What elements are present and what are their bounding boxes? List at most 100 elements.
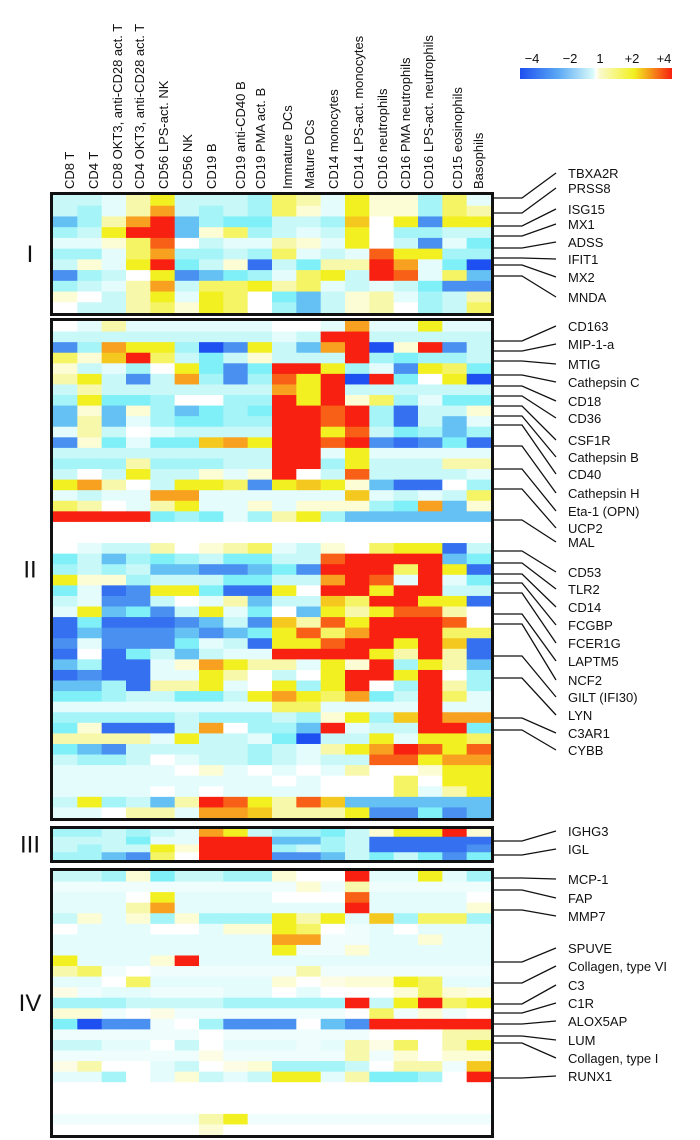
heatmap-cell bbox=[174, 479, 200, 491]
heatmap-cell bbox=[223, 976, 249, 988]
heatmap-cell bbox=[223, 1113, 249, 1125]
heatmap-cell bbox=[369, 216, 395, 228]
heatmap-cell bbox=[174, 1039, 200, 1051]
heatmap-cell bbox=[53, 227, 78, 239]
heatmap-cell bbox=[272, 807, 297, 819]
heatmap-cell bbox=[272, 955, 297, 967]
heatmap-cell bbox=[247, 543, 273, 555]
heatmap-cell bbox=[418, 426, 443, 438]
heatmap-cell bbox=[466, 786, 492, 798]
heatmap-cell bbox=[126, 680, 151, 692]
heatmap-cell bbox=[174, 796, 200, 808]
heatmap-cell bbox=[199, 852, 224, 861]
heatmap-cell bbox=[442, 913, 468, 925]
heatmap-cell bbox=[247, 426, 273, 438]
heatmap-cell bbox=[223, 606, 249, 618]
heatmap-cell bbox=[320, 458, 346, 470]
heatmap-cell bbox=[369, 913, 395, 925]
heatmap-cell bbox=[442, 701, 468, 713]
heatmap-cell bbox=[442, 1050, 468, 1062]
heatmap-cell bbox=[150, 617, 176, 629]
heatmap-cell bbox=[320, 976, 346, 988]
heatmap-cell bbox=[247, 205, 273, 217]
heatmap-cell bbox=[272, 331, 297, 343]
heatmap-cell bbox=[345, 574, 370, 586]
heatmap-cell bbox=[223, 944, 249, 956]
heatmap-cell bbox=[442, 1008, 468, 1020]
heatmap-cell bbox=[53, 638, 78, 650]
gene-label: MAL bbox=[568, 535, 595, 550]
heatmap-cell bbox=[369, 490, 395, 502]
heatmap-cell bbox=[126, 585, 151, 597]
heatmap-cell bbox=[466, 458, 492, 470]
heatmap-cell bbox=[247, 712, 273, 724]
heatmap-cell bbox=[53, 807, 78, 819]
heatmap-cell bbox=[393, 997, 419, 1009]
heatmap-cell bbox=[174, 490, 200, 502]
heatmap-cell bbox=[345, 291, 370, 303]
heatmap-cell bbox=[393, 280, 419, 292]
colorbar-tick-label: −4 bbox=[525, 51, 540, 66]
heatmap-cell bbox=[442, 765, 468, 777]
heatmap-cell bbox=[320, 395, 346, 406]
heatmap-cell bbox=[393, 844, 419, 853]
heatmap-cell bbox=[199, 511, 224, 523]
heatmap-cell bbox=[393, 1018, 419, 1030]
heatmap-cell bbox=[393, 574, 419, 586]
heatmap-cell bbox=[150, 532, 176, 544]
heatmap-cell bbox=[320, 543, 346, 555]
gene-connector-line bbox=[493, 405, 557, 441]
heatmap-cell bbox=[442, 1082, 468, 1094]
heatmap-cell bbox=[272, 1008, 297, 1020]
heatmap-cell bbox=[174, 1061, 200, 1073]
heatmap-cell bbox=[150, 342, 176, 354]
heatmap-cell bbox=[345, 743, 370, 755]
heatmap-cell bbox=[345, 701, 370, 713]
heatmap-cell bbox=[320, 469, 346, 481]
heatmap-cell bbox=[442, 881, 468, 893]
heatmap-cell bbox=[393, 291, 419, 303]
heatmap-cell bbox=[199, 892, 224, 904]
heatmap-cell bbox=[393, 342, 419, 354]
heatmap-cell bbox=[345, 829, 370, 838]
heatmap-cell bbox=[199, 352, 224, 364]
heatmap-cell bbox=[345, 987, 370, 999]
heatmap-cell bbox=[418, 807, 443, 819]
heatmap-cell bbox=[418, 227, 443, 239]
heatmap-cell bbox=[418, 195, 443, 207]
heatmap-cell bbox=[199, 1061, 224, 1073]
heatmap-cell bbox=[223, 458, 249, 470]
heatmap-cell bbox=[442, 669, 468, 681]
heatmap-cell bbox=[126, 1039, 151, 1051]
heatmap-cell bbox=[247, 227, 273, 239]
heatmap-cell bbox=[53, 237, 78, 250]
heatmap-cell bbox=[126, 195, 151, 207]
heatmap-cell bbox=[53, 923, 78, 935]
heatmap-cell bbox=[369, 691, 395, 703]
heatmap-cell bbox=[101, 923, 127, 935]
heatmap-cell bbox=[247, 564, 273, 576]
heatmap-cell bbox=[393, 1092, 419, 1104]
heatmap-cell bbox=[393, 405, 419, 417]
heatmap-cell bbox=[345, 259, 370, 271]
heatmap-cell bbox=[223, 786, 249, 798]
heatmap-cell bbox=[199, 712, 224, 724]
heatmap-cell bbox=[320, 987, 346, 999]
heatmap-cell bbox=[296, 205, 322, 217]
heatmap-cell bbox=[199, 532, 224, 544]
heatmap-cell bbox=[101, 574, 127, 586]
heatmap-cell bbox=[418, 796, 443, 808]
heatmap-cell bbox=[126, 997, 151, 1009]
heatmap-cell bbox=[53, 479, 78, 491]
heatmap-cell bbox=[53, 1008, 78, 1020]
heatmap-cell bbox=[77, 691, 103, 703]
heatmap-cell bbox=[174, 1050, 200, 1062]
heatmap-cell bbox=[247, 796, 273, 808]
heatmap-cell bbox=[272, 216, 297, 228]
heatmap-cell bbox=[296, 384, 322, 396]
heatmap-cell bbox=[272, 1050, 297, 1062]
heatmap-cell bbox=[296, 321, 322, 332]
heatmap-cell bbox=[369, 321, 395, 332]
heatmap-cell bbox=[418, 490, 443, 502]
heatmap-cell bbox=[150, 934, 176, 946]
